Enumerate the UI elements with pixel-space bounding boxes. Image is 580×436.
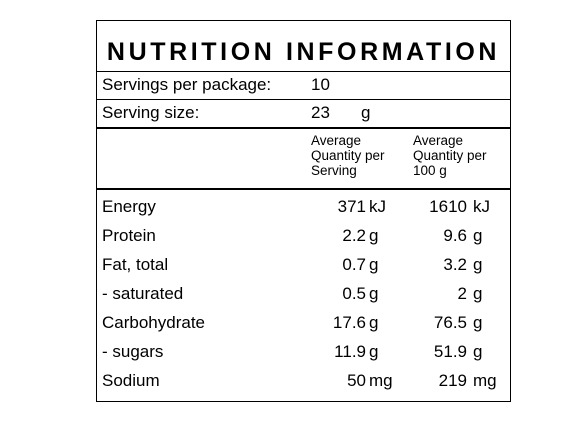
nutrient-row: Fat, total 0.7 g 3.2 g: [97, 251, 510, 280]
servings-value: 10: [311, 75, 330, 94]
per-serving-value: 2.2: [342, 226, 366, 245]
divider: [97, 99, 510, 100]
per-100g-unit: g: [473, 226, 483, 245]
nutrient-name: Carbohydrate: [102, 313, 206, 332]
per-100g-unit: g: [473, 342, 483, 361]
per-serving-unit: g: [369, 284, 379, 303]
per-serving-value: 0.5: [342, 284, 366, 303]
per-serving-value: 11.9: [334, 342, 366, 361]
per-serving-unit: g: [369, 342, 379, 361]
per-serving-unit: g: [369, 313, 379, 332]
per-100g-value: 9.6: [443, 226, 467, 245]
nutrient-row: - sugars 11.9 g 51.9 g: [97, 338, 510, 367]
nutrient-row: Energy 371 kJ 1610 kJ: [97, 193, 510, 222]
nutrient-name: - sugars: [102, 342, 164, 361]
per-100g-unit: g: [473, 313, 483, 332]
panel-title: NUTRITION INFORMATION: [106, 38, 501, 66]
per-serving-unit: mg: [369, 371, 393, 390]
thick-divider: [97, 127, 510, 129]
serving-size-unit: g: [361, 103, 371, 122]
nutrient-row: Sodium 50 mg 219 mg: [97, 367, 510, 396]
per-100g-value: 3.2: [443, 255, 467, 274]
per-serving-value: 17.6: [332, 313, 366, 332]
nutrient-row: - saturated 0.5 g 2 g: [97, 280, 510, 309]
per-100g-unit: g: [473, 255, 483, 274]
per-serving-unit: g: [369, 255, 379, 274]
column-header-per-serving: Average Quantity per Serving: [311, 133, 385, 178]
per-100g-unit: kJ: [473, 197, 490, 216]
servings-label: Servings per package:: [102, 75, 272, 94]
nutrient-row: Carbohydrate 17.6 g 76.5 g: [97, 309, 510, 338]
per-100g-value: 2: [457, 284, 467, 303]
nutrient-row: Protein 2.2 g 9.6 g: [97, 222, 510, 251]
divider: [97, 71, 510, 72]
per-100g-unit: g: [473, 284, 483, 303]
per-serving-value: 0.7: [342, 255, 366, 274]
nutrition-panel: NUTRITION INFORMATION Servings per packa…: [96, 20, 511, 402]
per-100g-value: 1610: [429, 197, 467, 216]
per-serving-value: 50: [347, 371, 366, 390]
nutrient-name: - saturated: [102, 284, 184, 303]
column-header-per-100g: Average Quantity per 100 g: [413, 133, 487, 178]
thick-divider: [97, 188, 510, 190]
serving-size-label: Serving size:: [102, 103, 200, 122]
serving-size-value: 23: [311, 103, 330, 122]
nutrient-name: Fat, total: [102, 255, 169, 274]
per-serving-unit: g: [369, 226, 379, 245]
per-100g-value: 76.5: [433, 313, 467, 332]
nutrient-name: Energy: [102, 197, 156, 216]
per-100g-value: 219: [438, 371, 467, 390]
per-serving-value: 371: [337, 197, 366, 216]
nutrient-name: Protein: [102, 226, 156, 245]
per-100g-unit: mg: [473, 371, 497, 390]
per-serving-unit: kJ: [369, 197, 386, 216]
nutrient-name: Sodium: [102, 371, 160, 390]
per-100g-value: 51.9: [433, 342, 467, 361]
